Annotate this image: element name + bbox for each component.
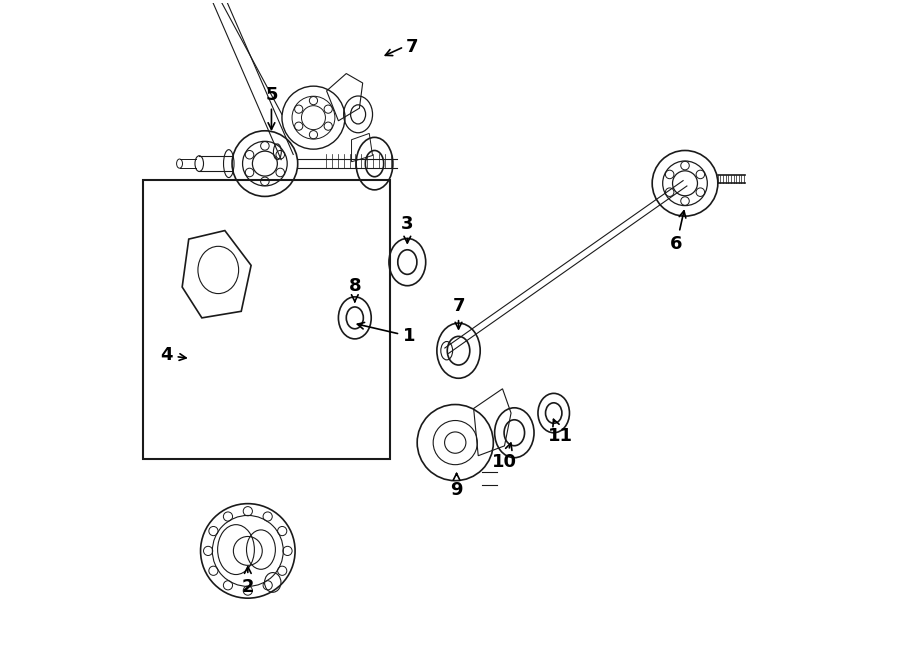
Text: 5: 5: [266, 85, 278, 130]
Text: 4: 4: [160, 346, 186, 364]
Text: 7: 7: [453, 297, 464, 329]
Text: 7: 7: [406, 38, 419, 56]
Text: 6: 6: [670, 211, 686, 254]
Text: 2: 2: [241, 567, 254, 596]
Text: 1: 1: [357, 322, 416, 346]
Text: 9: 9: [450, 473, 463, 499]
Text: 10: 10: [492, 443, 517, 471]
Text: 11: 11: [548, 419, 572, 445]
Bar: [143, 180, 390, 459]
Text: 3: 3: [401, 215, 414, 243]
Text: 8: 8: [348, 277, 361, 302]
